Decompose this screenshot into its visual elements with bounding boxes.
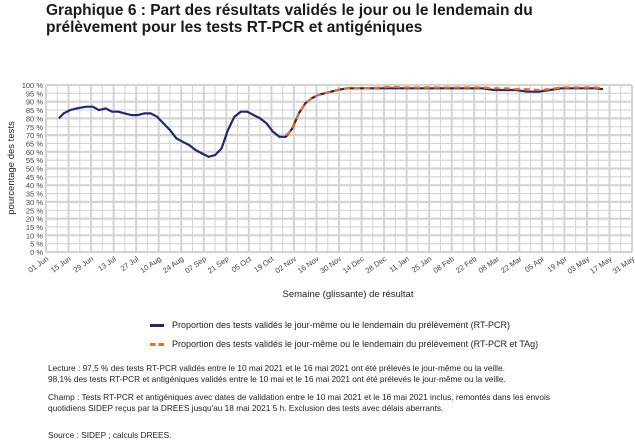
y-tick-label: 70 % xyxy=(26,131,43,140)
x-tick-label: 01 Jun xyxy=(27,254,51,274)
y-tick-label: 30 % xyxy=(26,198,43,207)
y-tick-label: 15 % xyxy=(26,223,43,232)
x-tick-label: 19 Apr xyxy=(546,254,569,274)
y-axis-label: pourcentage des tests xyxy=(6,121,17,215)
y-tick-label: 90 % xyxy=(26,98,43,107)
x-tick-label: 11 Jan xyxy=(388,254,411,274)
y-tick-label: 100 % xyxy=(22,81,44,90)
x-tick-label: 25 Jan xyxy=(410,254,434,274)
series-line-pcr xyxy=(58,87,604,158)
legend: Proportion des tests validés le jour-mêm… xyxy=(150,318,538,356)
y-tick-label: 85 % xyxy=(26,106,43,115)
lecture-note: Lecture : 97,5 % des tests RT-PCR validé… xyxy=(48,363,608,385)
y-tick-label: 55 % xyxy=(26,156,43,165)
y-tick-label: 65 % xyxy=(26,139,43,148)
y-tick-label: 50 % xyxy=(26,165,43,174)
y-tick-label: 60 % xyxy=(26,148,43,157)
source-line: Source : SIDEP ; calculs DREES. xyxy=(48,430,172,440)
x-tick-label: 29 Jun xyxy=(72,254,96,274)
legend-label-pcr: Proportion des tests validés le jour-mêm… xyxy=(172,320,510,330)
x-tick-label: 07 Sep xyxy=(183,254,208,275)
x-tick-label: 28 Dec xyxy=(364,254,389,275)
x-tick-label: 15 Jun xyxy=(49,254,73,274)
y-tick-label: 25 % xyxy=(26,206,43,215)
x-tick-label: 16 Nov xyxy=(296,254,321,275)
champ-line-2: quotidiens SIDEP reçus par la DREES jusq… xyxy=(48,403,444,413)
y-tick-label: 75 % xyxy=(26,123,43,132)
x-tick-label: 05 Apr xyxy=(523,254,546,274)
x-tick-label: 27 Jul xyxy=(119,254,141,273)
lecture-line-1: Lecture : 97,5 % des tests RT-PCR validé… xyxy=(48,363,505,373)
x-tick-label: 22 Mar xyxy=(499,254,524,275)
x-axis-label: Semaine (glissante) de résultat xyxy=(283,289,414,300)
x-tick-label: 21 Sep xyxy=(206,254,231,275)
y-tick-label: 5 % xyxy=(30,240,43,249)
legend-item-pcr: Proportion des tests validés le jour-mêm… xyxy=(150,318,538,332)
legend-swatch-tag xyxy=(150,342,164,346)
series-line-tag xyxy=(285,85,604,136)
y-tick-label: 10 % xyxy=(26,231,43,240)
legend-item-tag: Proportion des tests validés le jour-mêm… xyxy=(150,337,538,351)
y-axis-ticks: 0 %5 %10 %15 %20 %25 %30 %35 %40 %45 %50… xyxy=(22,81,44,257)
x-tick-label: 22 Feb xyxy=(454,254,478,275)
legend-label-tag: Proportion des tests validés le jour-mêm… xyxy=(172,339,539,349)
x-tick-label: 10 Aug xyxy=(139,254,163,275)
champ-note: Champ : Tests RT-PCR et antigéniques ave… xyxy=(48,392,608,414)
x-tick-label: 05 Oct xyxy=(230,254,254,275)
y-tick-label: 40 % xyxy=(26,181,43,190)
grid xyxy=(45,83,633,254)
x-tick-label: 03 May xyxy=(566,254,592,276)
source-note: Source : SIDEP ; calculs DREES. xyxy=(48,430,608,441)
x-tick-label: 08 Feb xyxy=(432,254,456,275)
x-tick-label: 31 May xyxy=(611,254,635,276)
y-tick-label: 45 % xyxy=(26,173,43,182)
champ-line-1: Champ : Tests RT-PCR et antigéniques ave… xyxy=(48,392,550,402)
chart-title: Graphique 6 : Part des résultats validés… xyxy=(46,2,626,36)
x-tick-label: 17 May xyxy=(588,254,614,276)
x-tick-label: 13 Jul xyxy=(96,254,118,273)
line-chart: 0 %5 %10 %15 %20 %25 %30 %35 %40 %45 %50… xyxy=(6,81,635,300)
y-tick-label: 20 % xyxy=(26,215,43,224)
title-line-2: prélèvement pour les tests RT-PCR et ant… xyxy=(46,19,423,36)
y-tick-label: 80 % xyxy=(26,114,43,123)
x-tick-label: 02 Nov xyxy=(273,254,298,275)
x-tick-label: 24 Aug xyxy=(161,254,185,275)
x-tick-label: 14 Dec xyxy=(341,254,366,275)
title-line-1: Graphique 6 : Part des résultats validés… xyxy=(46,2,533,19)
lecture-line-2: 98,1% des tests RT-PCR et antigéniques v… xyxy=(48,374,506,384)
series-lines xyxy=(58,85,604,158)
y-tick-label: 95 % xyxy=(26,89,43,98)
x-tick-label: 30 Nov xyxy=(319,254,344,275)
x-tick-label: 08 Mar xyxy=(477,254,502,275)
y-tick-label: 35 % xyxy=(26,190,43,199)
y-tick-label: 0 % xyxy=(30,248,43,257)
x-tick-label: 19 Oct xyxy=(252,254,276,275)
legend-swatch-pcr xyxy=(150,323,164,327)
